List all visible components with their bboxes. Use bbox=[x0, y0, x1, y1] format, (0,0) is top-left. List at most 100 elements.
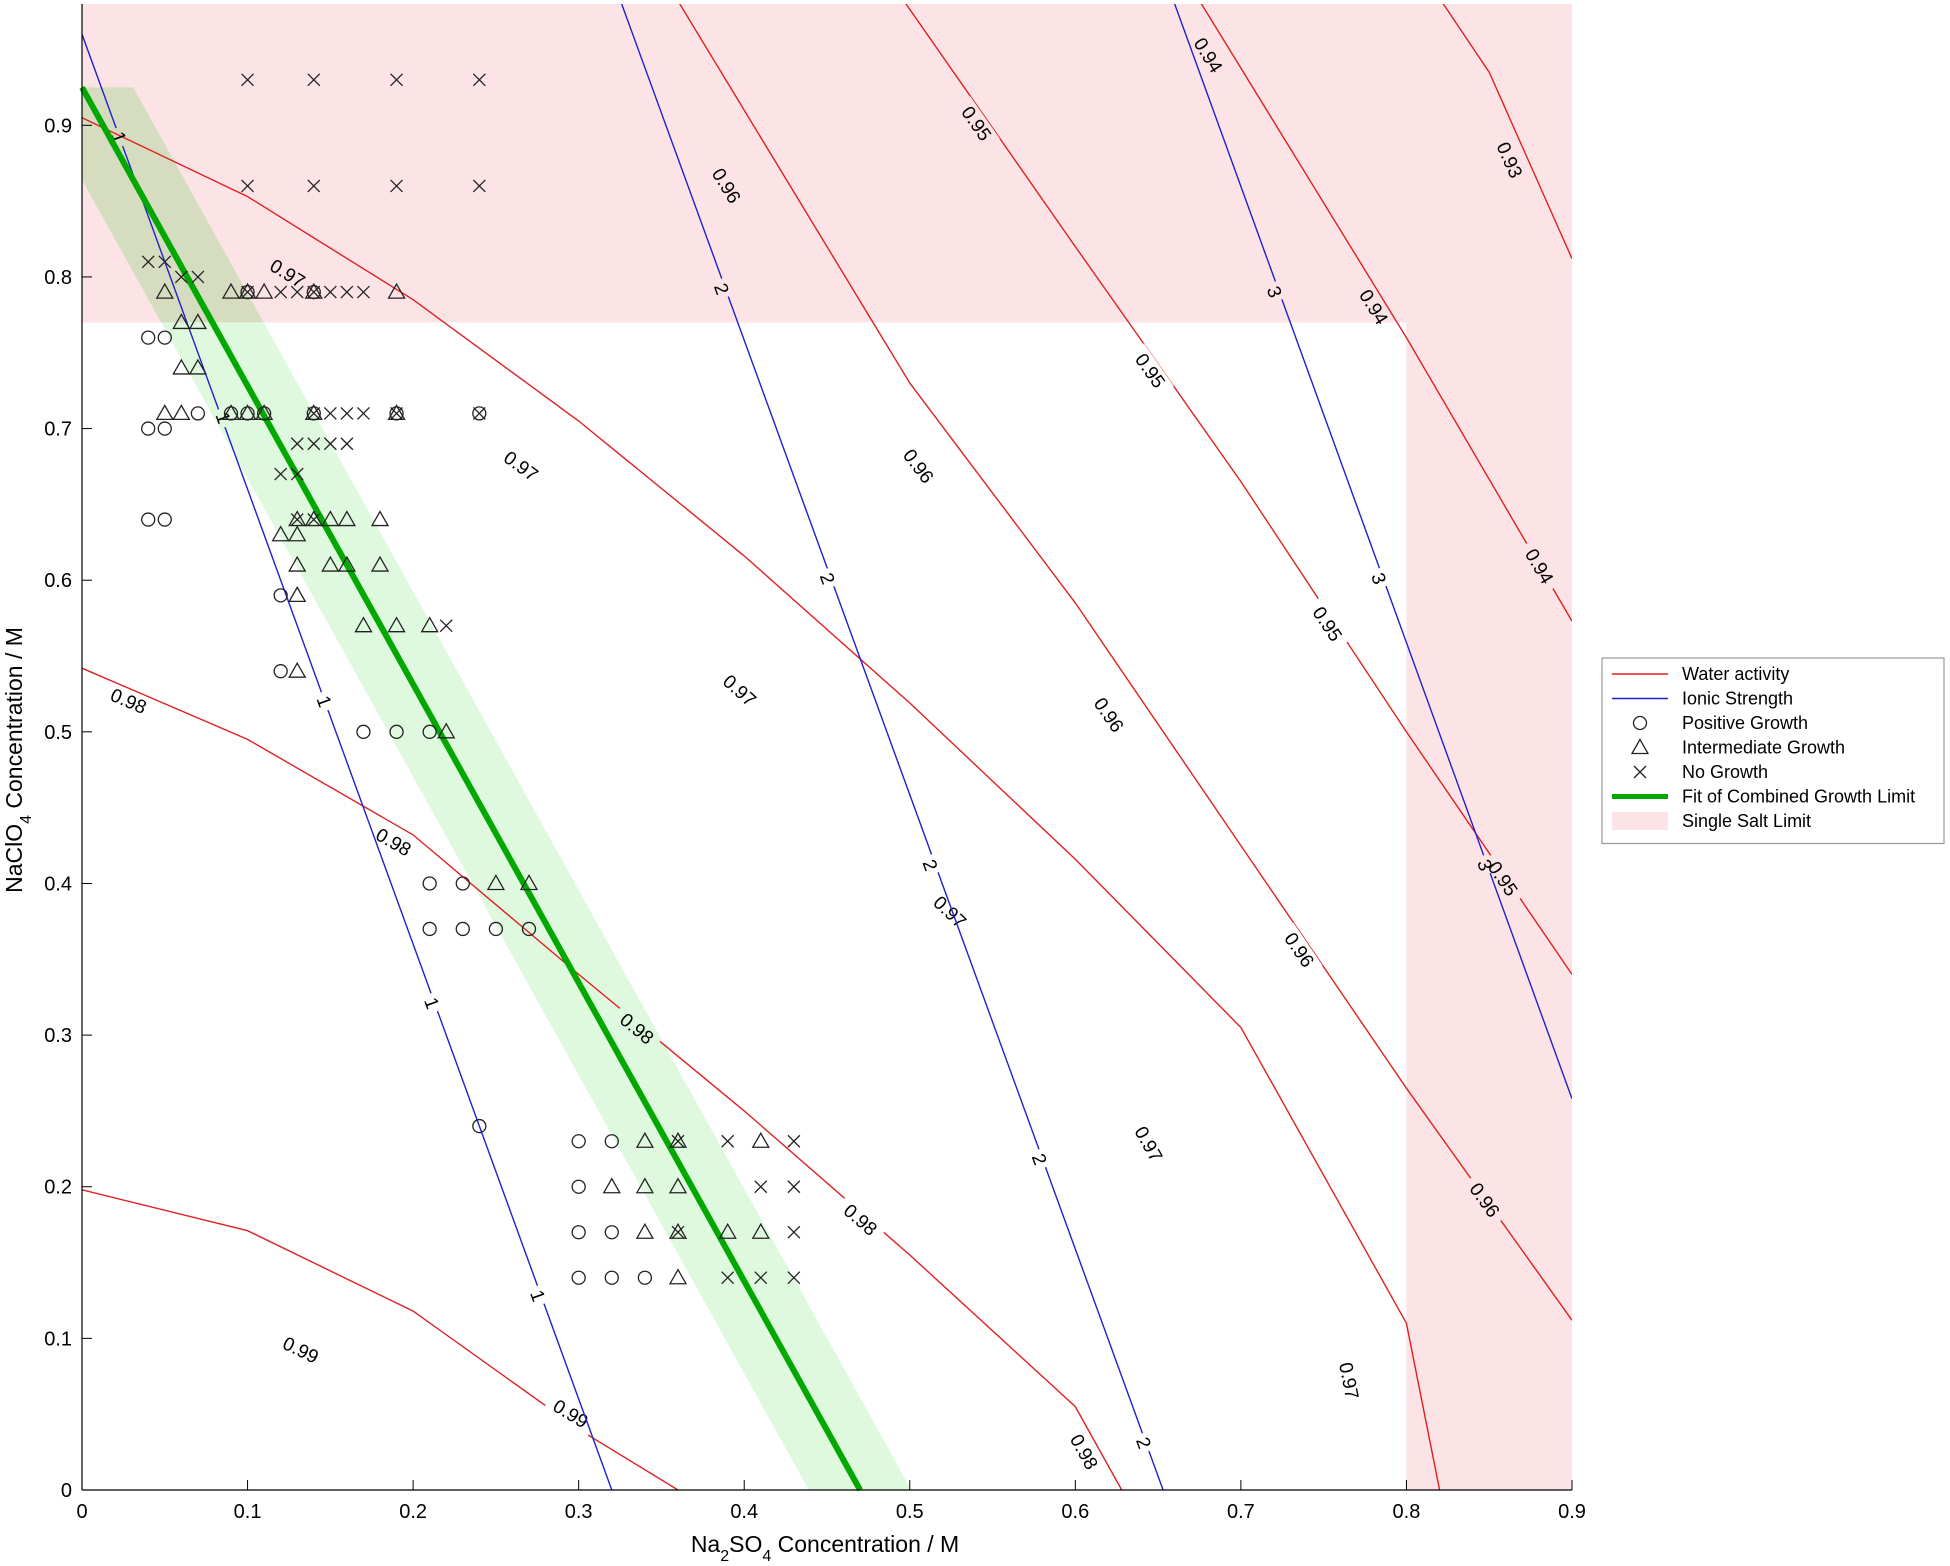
positive-growth-point bbox=[389, 724, 404, 739]
legend-entry: Water activity bbox=[1612, 664, 1789, 684]
intermediate-growth-point bbox=[751, 1222, 770, 1239]
intermediate-growth-point bbox=[718, 1222, 737, 1239]
intermediate-growth-point bbox=[172, 404, 191, 421]
positive-growth-point bbox=[455, 876, 470, 891]
intermediate-growth-point bbox=[387, 616, 406, 633]
ionic-strength-contour-2 bbox=[621, 4, 1164, 1490]
positive-growth-point bbox=[571, 1134, 586, 1149]
y-tick-label: 0.9 bbox=[44, 115, 72, 137]
intermediate-growth-point bbox=[437, 722, 456, 739]
y-tick-label: 0.3 bbox=[44, 1025, 72, 1047]
legend-label: Single Salt Limit bbox=[1682, 811, 1811, 831]
y-tick-label: 0.5 bbox=[44, 722, 72, 744]
legend-entry: Single Salt Limit bbox=[1612, 811, 1811, 831]
no-growth-point bbox=[340, 406, 354, 420]
single-salt-limit-region-naclo4 bbox=[82, 4, 1572, 323]
positive-growth-point bbox=[488, 921, 504, 937]
ionic-strength-contour-label: 2 bbox=[1131, 1435, 1154, 1452]
water-activity-contour-0.99 bbox=[82, 1189, 679, 1490]
intermediate-growth-point bbox=[238, 404, 257, 421]
x-tick-label: 0.1 bbox=[234, 1501, 262, 1523]
positive-growth-point bbox=[571, 1270, 586, 1285]
intermediate-growth-point bbox=[172, 358, 191, 375]
positive-growth-point bbox=[604, 1270, 619, 1285]
legend-entry: Intermediate Growth bbox=[1630, 738, 1845, 758]
positive-growth-point bbox=[356, 724, 371, 739]
x-tick-label: 0.8 bbox=[1393, 1501, 1421, 1523]
water-activity-contour-label: 0.95 bbox=[1130, 350, 1168, 392]
intermediate-growth-point bbox=[602, 1177, 621, 1194]
intermediate-growth-point bbox=[288, 555, 307, 572]
legend-label: Fit of Combined Growth Limit bbox=[1682, 787, 1915, 807]
no-growth-point bbox=[787, 1134, 801, 1148]
no-growth-point bbox=[390, 73, 404, 87]
no-growth-point bbox=[290, 437, 304, 451]
x-tick-label: 0.3 bbox=[565, 1501, 593, 1523]
intermediate-growth-point bbox=[668, 1131, 688, 1148]
no-growth-point bbox=[754, 1271, 768, 1285]
water-activity-contour-label: 0.98 bbox=[372, 825, 415, 862]
legend-swatch-circle bbox=[1632, 715, 1648, 731]
intermediate-growth-point bbox=[221, 404, 241, 421]
positive-growth-point bbox=[604, 1134, 619, 1149]
intermediate-growth-point bbox=[370, 555, 390, 572]
no-growth-point bbox=[174, 270, 188, 284]
water-activity-contour-0.95 bbox=[905, 4, 1572, 975]
no-growth-point bbox=[241, 179, 255, 193]
positive-growth-point bbox=[521, 921, 537, 937]
intermediate-growth-point bbox=[635, 1222, 655, 1239]
x-tick-label: 0.9 bbox=[1558, 1501, 1586, 1523]
no-growth-point bbox=[787, 1180, 801, 1194]
no-growth-point bbox=[323, 406, 337, 420]
water-activity-contour-label: 0.96 bbox=[1279, 929, 1317, 971]
water-activity-contour-0.96 bbox=[678, 4, 1572, 1321]
intermediate-growth-point bbox=[238, 282, 257, 299]
water-activity-contour-0.94 bbox=[1200, 4, 1572, 622]
intermediate-growth-point bbox=[751, 1131, 770, 1148]
water-activity-contour-0.98 bbox=[82, 667, 1123, 1490]
no-growth-point bbox=[290, 467, 304, 481]
positive-growth-point bbox=[141, 512, 156, 527]
legend-swatch-triangle bbox=[1630, 738, 1650, 755]
legend-label: Ionic Strength bbox=[1682, 689, 1793, 709]
no-growth-point bbox=[307, 437, 321, 451]
legend-label: Intermediate Growth bbox=[1682, 738, 1845, 758]
intermediate-growth-point bbox=[354, 616, 373, 633]
x-tick-label: 0.2 bbox=[399, 1501, 427, 1523]
intermediate-growth-point bbox=[155, 282, 174, 299]
legend-swatch-single-salt bbox=[1612, 812, 1668, 830]
y-tick-label: 0.6 bbox=[44, 570, 72, 592]
positive-growth-point bbox=[422, 921, 437, 937]
no-growth-point bbox=[721, 1134, 735, 1148]
no-growth-point bbox=[307, 513, 321, 527]
intermediate-growth-point bbox=[337, 555, 357, 572]
positive-growth-point bbox=[422, 876, 437, 891]
intermediate-growth-point bbox=[188, 313, 208, 330]
no-growth-point bbox=[356, 406, 370, 420]
x-tick-label: 0.4 bbox=[730, 1501, 758, 1523]
legend-entry: No Growth bbox=[1633, 762, 1768, 782]
positive-growth-point bbox=[157, 512, 172, 527]
positive-growth-point bbox=[157, 421, 172, 436]
intermediate-growth-point bbox=[172, 313, 191, 330]
no-growth-point bbox=[472, 179, 486, 193]
y-tick-label: 0 bbox=[61, 1480, 72, 1502]
intermediate-growth-point bbox=[288, 586, 307, 603]
ionic-strength-contour-label: 2 bbox=[815, 570, 838, 587]
fit-confidence-band bbox=[82, 87, 912, 1490]
intermediate-growth-point bbox=[304, 404, 323, 421]
intermediate-growth-point bbox=[155, 404, 174, 421]
single-salt-limit-region-na2so4 bbox=[1406, 322, 1572, 1490]
legend-label: Water activity bbox=[1682, 664, 1789, 684]
water-activity-contour-label: 0.98 bbox=[1065, 1431, 1101, 1474]
no-growth-point bbox=[340, 437, 354, 451]
no-growth-point bbox=[307, 285, 321, 299]
fit-band-layer bbox=[82, 87, 912, 1490]
water-activity-contour-label: 0.97 bbox=[1334, 1361, 1362, 1401]
intermediate-growth-point bbox=[420, 616, 439, 633]
intermediate-growth-point bbox=[370, 510, 390, 527]
intermediate-growth-point bbox=[635, 1177, 655, 1194]
water-activity-contour-label: 0.96 bbox=[898, 446, 937, 488]
no-growth-point bbox=[307, 406, 321, 420]
